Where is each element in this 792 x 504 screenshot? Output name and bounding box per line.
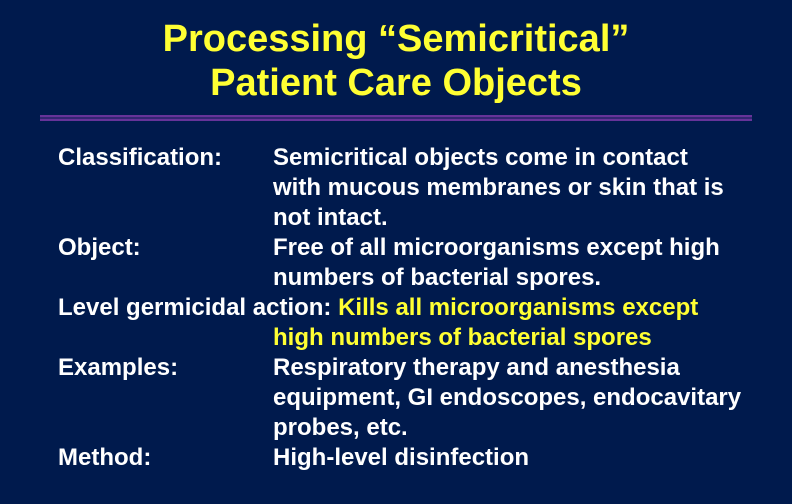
value-classification: Semicritical objects come in contact wit… [273,143,742,233]
row-object: Object: Free of all microorganisms excep… [58,233,742,293]
slide-body: Classification: Semicritical objects com… [40,143,752,473]
label-object: Object: [58,233,273,293]
slide-title: Processing “Semicritical” Patient Care O… [40,18,752,105]
row-method: Method: High-level disinfection [58,443,742,473]
label-level: Level germicidal action: [58,294,331,321]
row-level: Level germicidal action: Kills all micro… [58,293,742,353]
label-classification: Classification: [58,143,273,233]
value-method: High-level disinfection [273,443,742,473]
title-line-1: Processing “Semicritical” [163,18,630,60]
label-method: Method: [58,443,273,473]
row-classification: Classification: Semicritical objects com… [58,143,742,233]
value-level: Kills all microorganisms except high num… [273,294,698,351]
slide: Processing “Semicritical” Patient Care O… [0,0,792,504]
label-examples: Examples: [58,353,273,443]
divider-line [40,115,752,121]
row-examples: Examples: Respiratory therapy and anesth… [58,353,742,443]
title-line-2: Patient Care Objects [210,62,582,104]
value-object: Free of all microorganisms except high n… [273,233,742,293]
value-examples: Respiratory therapy and anesthesia equip… [273,353,742,443]
